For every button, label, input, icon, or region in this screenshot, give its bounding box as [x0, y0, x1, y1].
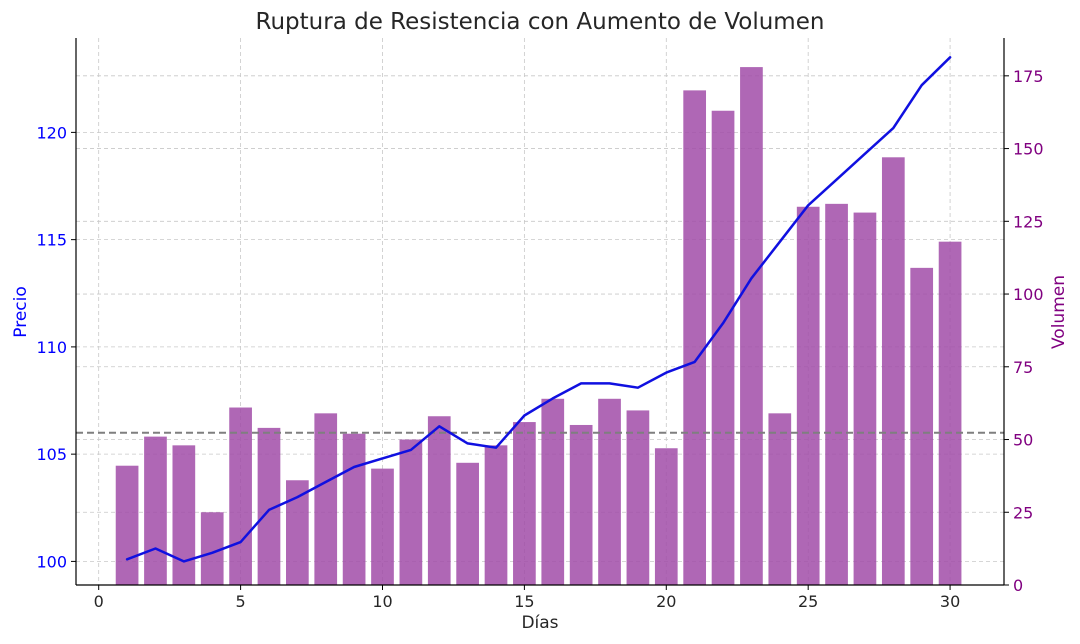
volume-bar — [144, 436, 167, 585]
x-tick-label: 20 — [656, 592, 676, 611]
x-axis-label: Días — [521, 613, 558, 633]
volume-bar — [768, 413, 792, 585]
y-right-tick-label: 150 — [1013, 140, 1044, 159]
volume-bar — [229, 407, 252, 585]
y-right-tick-label: 125 — [1013, 212, 1044, 231]
volume-bar — [513, 422, 536, 585]
y-axis-right-label: Volumen — [1049, 275, 1069, 349]
volume-bar — [796, 206, 820, 586]
volume-bar — [569, 424, 593, 585]
volume-bar — [456, 462, 479, 585]
y-right-tick-label: 50 — [1013, 431, 1033, 450]
volume-bar — [427, 416, 451, 585]
y-left-tick-label: 110 — [36, 338, 67, 357]
volume-bars — [115, 67, 962, 586]
y-right-tick-label: 100 — [1013, 285, 1044, 304]
volume-bar — [541, 398, 565, 585]
y-left-tick-label: 100 — [36, 552, 67, 571]
volume-bar — [711, 110, 735, 585]
x-tick-label: 10 — [372, 592, 392, 611]
tick-labels: 0 5 10 15 20 25 30 100 105 110 115 120 0 25 50 75 100 125… — [36, 67, 1043, 611]
y-left-tick-label: 120 — [36, 123, 67, 142]
y-axis-left-label: Precio — [11, 286, 31, 338]
volume-bar — [683, 90, 707, 585]
volume-bar — [115, 465, 139, 585]
volume-bar — [654, 448, 678, 585]
volume-bar — [399, 439, 423, 585]
volume-bar — [200, 512, 224, 585]
x-tick-label: 30 — [940, 592, 960, 611]
price-line-group — [125, 56, 952, 563]
volume-bar — [172, 445, 196, 585]
volume-bar — [938, 241, 962, 585]
y-left-tick-label: 115 — [36, 231, 67, 250]
volume-bar — [342, 433, 366, 585]
volume-bar — [286, 480, 309, 585]
volume-bar — [825, 203, 848, 585]
volume-bar — [598, 398, 621, 585]
y-right-tick-label: 0 — [1013, 576, 1023, 595]
volume-bar — [853, 212, 877, 585]
volume-bar — [881, 157, 905, 586]
volume-bar — [314, 413, 338, 585]
volume-bar — [371, 468, 394, 585]
volume-bar — [910, 267, 934, 585]
chart-title: Ruptura de Resistencia con Aumento de Vo… — [256, 9, 825, 35]
price-line — [125, 56, 952, 563]
volume-bar — [740, 67, 763, 585]
x-tick-label: 5 — [236, 592, 246, 611]
x-tick-label: 15 — [514, 592, 534, 611]
y-right-tick-label: 175 — [1013, 67, 1044, 86]
y-right-tick-label: 75 — [1013, 358, 1033, 377]
x-tick-label: 25 — [798, 592, 818, 611]
axes — [75, 38, 1005, 586]
y-right-tick-label: 25 — [1013, 503, 1033, 522]
x-tick-label: 0 — [94, 592, 104, 611]
y-left-tick-label: 105 — [36, 445, 67, 464]
volume-bar — [626, 410, 650, 585]
volume-bar — [257, 427, 281, 585]
volume-bar — [484, 445, 508, 585]
